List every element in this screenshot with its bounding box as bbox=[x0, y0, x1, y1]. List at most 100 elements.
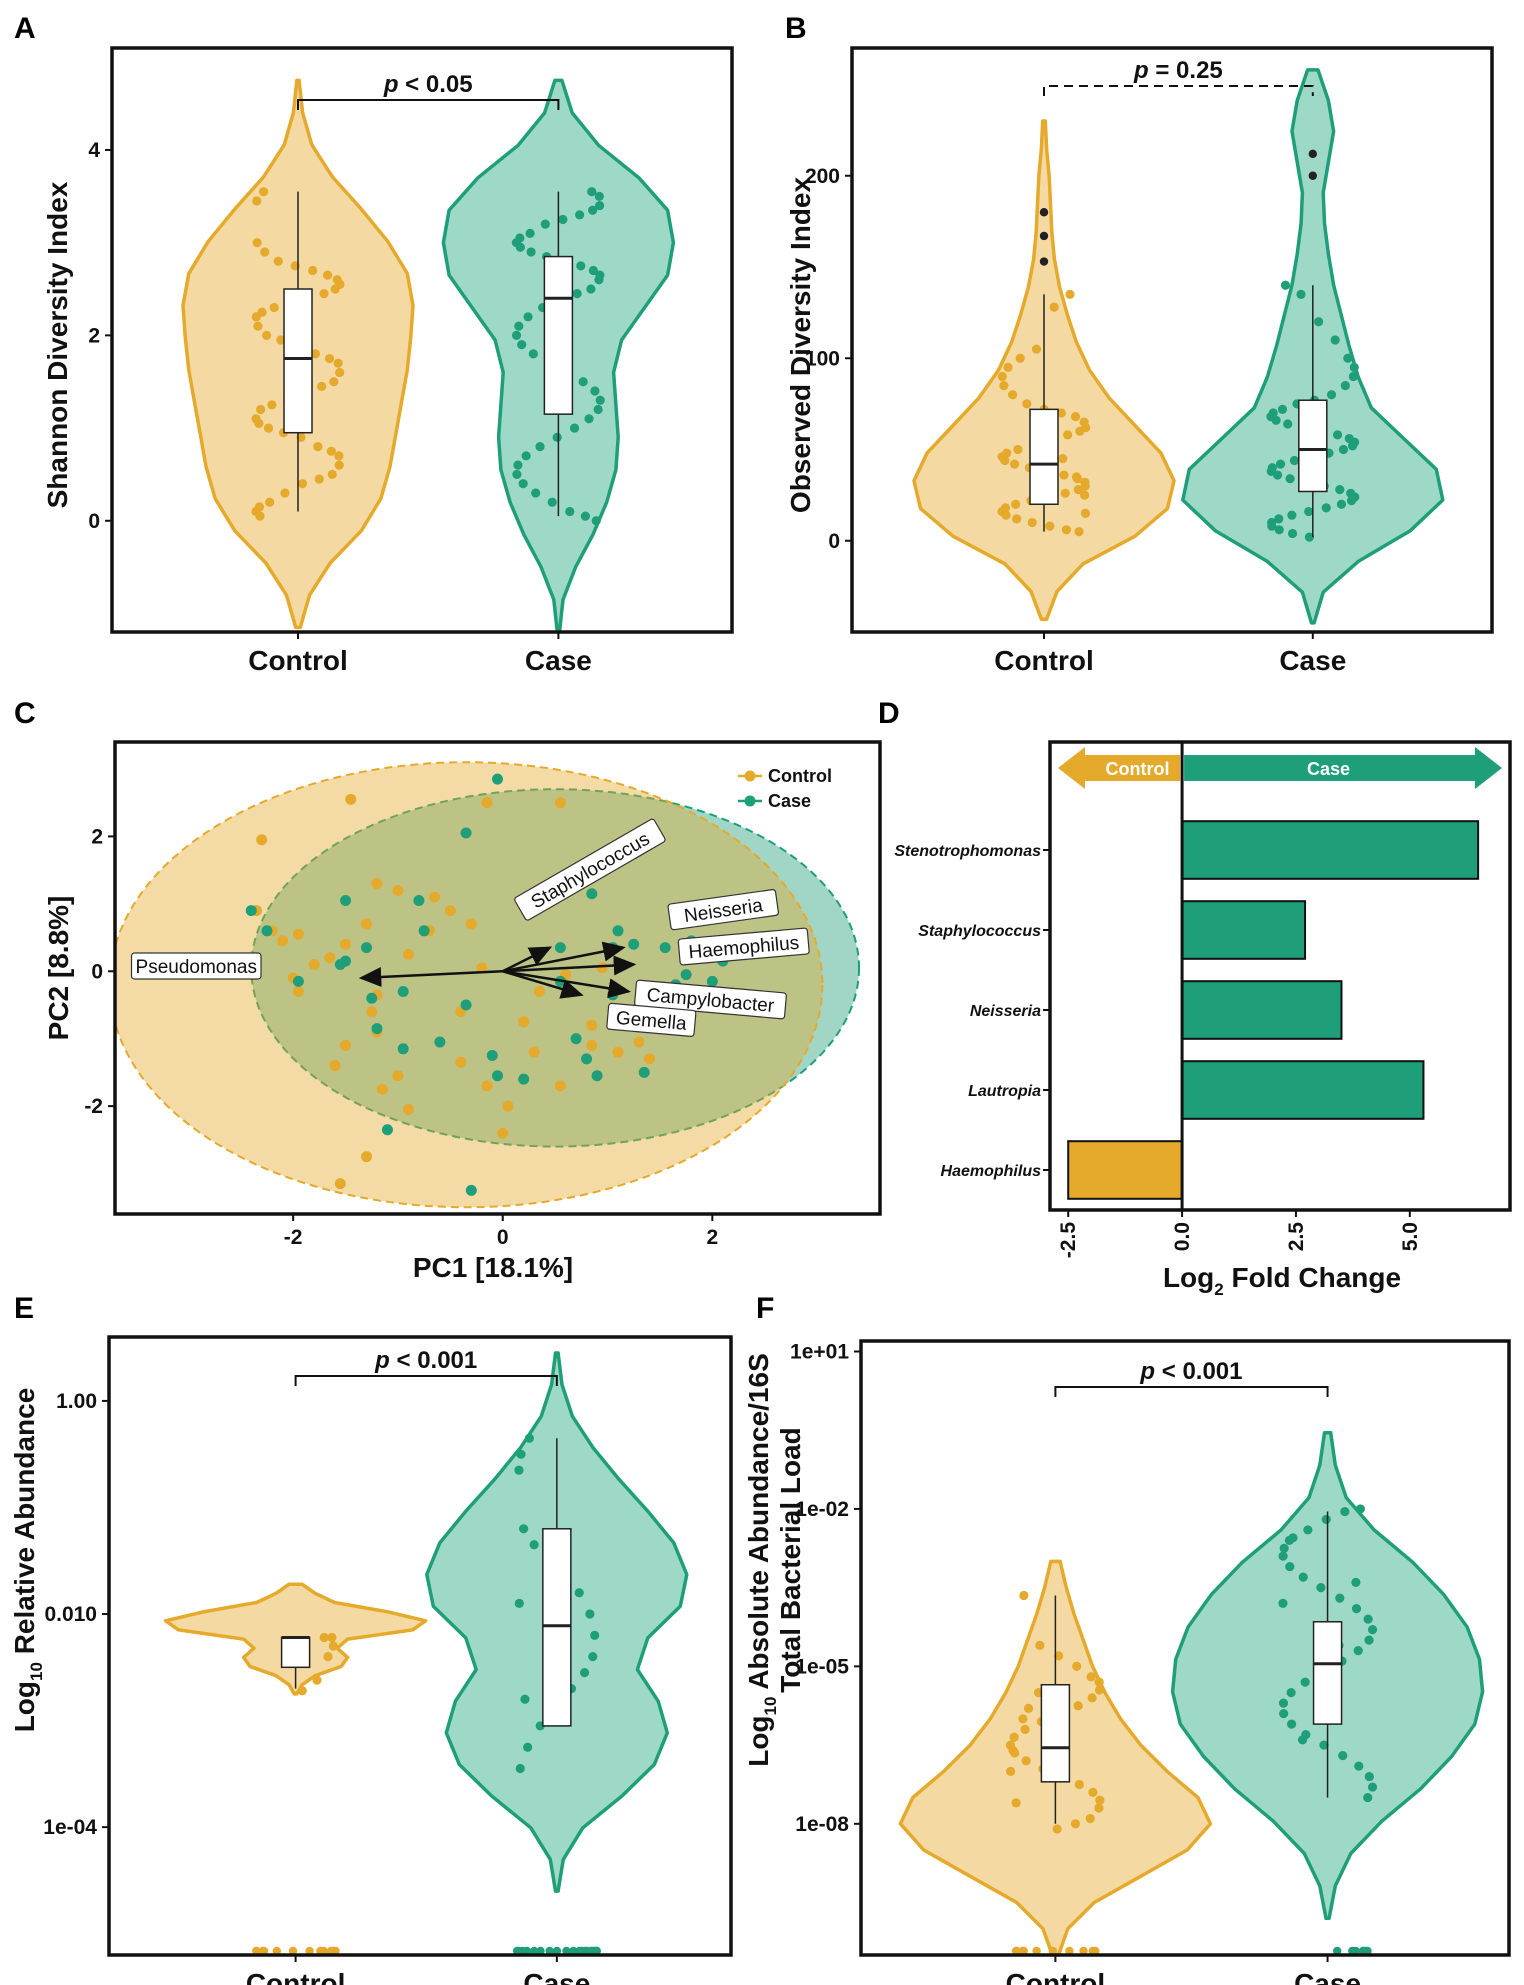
panel-letter-f: F bbox=[756, 1292, 774, 1325]
data-point bbox=[594, 191, 604, 201]
data-point bbox=[1285, 1562, 1295, 1572]
data-point bbox=[481, 797, 493, 809]
data-point bbox=[252, 238, 262, 248]
data-point bbox=[572, 289, 582, 299]
data-point bbox=[413, 894, 425, 906]
data-point bbox=[273, 256, 283, 266]
data-point bbox=[317, 381, 327, 391]
comparison-value: = 0.25 bbox=[1149, 57, 1223, 84]
data-point bbox=[1073, 485, 1083, 495]
x-category-label: Control bbox=[1006, 1968, 1106, 1985]
data-point bbox=[460, 827, 472, 839]
data-point bbox=[280, 488, 290, 498]
data-point bbox=[418, 925, 430, 937]
data-point bbox=[513, 460, 523, 470]
zero-point bbox=[1333, 1946, 1342, 1956]
data-point bbox=[531, 488, 541, 498]
box-iqr bbox=[1040, 1683, 1071, 1783]
data-point bbox=[628, 938, 640, 950]
comparison-label: p < 0.001 bbox=[374, 1347, 477, 1374]
comparison-p: p bbox=[1133, 57, 1149, 84]
data-point bbox=[1094, 1803, 1104, 1813]
plot-frame bbox=[859, 1339, 1511, 1957]
x-tick-label: -2.5 bbox=[1057, 1222, 1080, 1259]
data-point bbox=[334, 451, 344, 461]
data-point bbox=[1304, 506, 1314, 517]
plot-frame bbox=[1048, 740, 1512, 1212]
data-point bbox=[397, 985, 409, 997]
zero-point bbox=[545, 1946, 554, 1956]
data-point bbox=[514, 1598, 524, 1608]
comparison-label: p < 0.05 bbox=[383, 71, 473, 98]
zero-point bbox=[1065, 1946, 1074, 1956]
data-point bbox=[1060, 488, 1070, 498]
data-point bbox=[261, 925, 273, 937]
data-point bbox=[1000, 455, 1010, 466]
category-label: Haemophilus bbox=[941, 1163, 1042, 1180]
data-point bbox=[1013, 444, 1023, 455]
x-tick-label: 0 bbox=[497, 1226, 509, 1249]
data-point bbox=[334, 959, 346, 971]
bar-lautropia bbox=[1181, 1060, 1425, 1120]
y-tick-label: 1.00 bbox=[56, 1390, 97, 1413]
data-point bbox=[292, 975, 304, 987]
data-point bbox=[512, 469, 522, 480]
data-point bbox=[492, 773, 503, 785]
data-point bbox=[255, 511, 265, 521]
data-point bbox=[1086, 1672, 1096, 1682]
data-point bbox=[340, 1039, 352, 1051]
data-point bbox=[554, 797, 566, 809]
data-point bbox=[263, 423, 274, 433]
data-point bbox=[308, 959, 320, 971]
data-point bbox=[1332, 430, 1343, 440]
data-point bbox=[591, 516, 601, 526]
data-point bbox=[518, 479, 528, 489]
y-tick-label: 0 bbox=[91, 960, 103, 983]
panel-letter-a: A bbox=[14, 12, 36, 45]
comparison-p: p bbox=[383, 71, 399, 98]
data-point bbox=[1316, 1583, 1326, 1593]
data-point bbox=[376, 1083, 388, 1095]
x-category-label: Control bbox=[246, 1968, 346, 1985]
data-point bbox=[324, 353, 335, 364]
data-point bbox=[1287, 510, 1297, 520]
x-category-label: Case bbox=[1294, 1968, 1361, 1985]
loading-vector bbox=[502, 970, 584, 999]
data-point bbox=[397, 1043, 409, 1055]
data-point bbox=[371, 1023, 383, 1035]
data-point bbox=[529, 1540, 539, 1550]
x-tick-label: 0.0 bbox=[1171, 1222, 1194, 1251]
data-point bbox=[521, 451, 531, 461]
data-point bbox=[392, 1070, 404, 1082]
category-label: Neisseria bbox=[970, 1003, 1041, 1020]
panel-b-y-label: Observed Diversity Index bbox=[785, 177, 816, 514]
data-point bbox=[322, 270, 333, 280]
data-point bbox=[607, 989, 619, 1001]
data-point bbox=[1003, 362, 1013, 372]
zero-point bbox=[1019, 1946, 1028, 1956]
data-point bbox=[612, 925, 624, 937]
data-point bbox=[333, 358, 343, 368]
data-point bbox=[292, 928, 304, 940]
zero-point bbox=[326, 1946, 336, 1956]
data-point bbox=[1351, 1604, 1362, 1614]
data-point bbox=[310, 349, 320, 359]
y-tick-label: 0 bbox=[88, 510, 100, 533]
data-point bbox=[576, 261, 586, 271]
data-point bbox=[314, 474, 324, 484]
data-point bbox=[1326, 390, 1337, 400]
data-point bbox=[1321, 503, 1331, 513]
data-point bbox=[1035, 1640, 1045, 1650]
zero-point bbox=[522, 1946, 532, 1956]
data-point bbox=[252, 196, 262, 206]
data-point bbox=[528, 349, 538, 359]
data-point bbox=[1279, 1708, 1289, 1719]
category-label: Stenotrophomonas bbox=[894, 843, 1041, 860]
data-point bbox=[1338, 1750, 1348, 1761]
data-point bbox=[578, 377, 588, 387]
panel-f-absolute-abundance-violin: Log10 Absolute Abundance/16S Total Bacte… bbox=[743, 1339, 1511, 1985]
data-point bbox=[1023, 1703, 1034, 1713]
data-point bbox=[327, 1632, 337, 1643]
data-point bbox=[580, 511, 591, 521]
data-point bbox=[1021, 1756, 1031, 1766]
